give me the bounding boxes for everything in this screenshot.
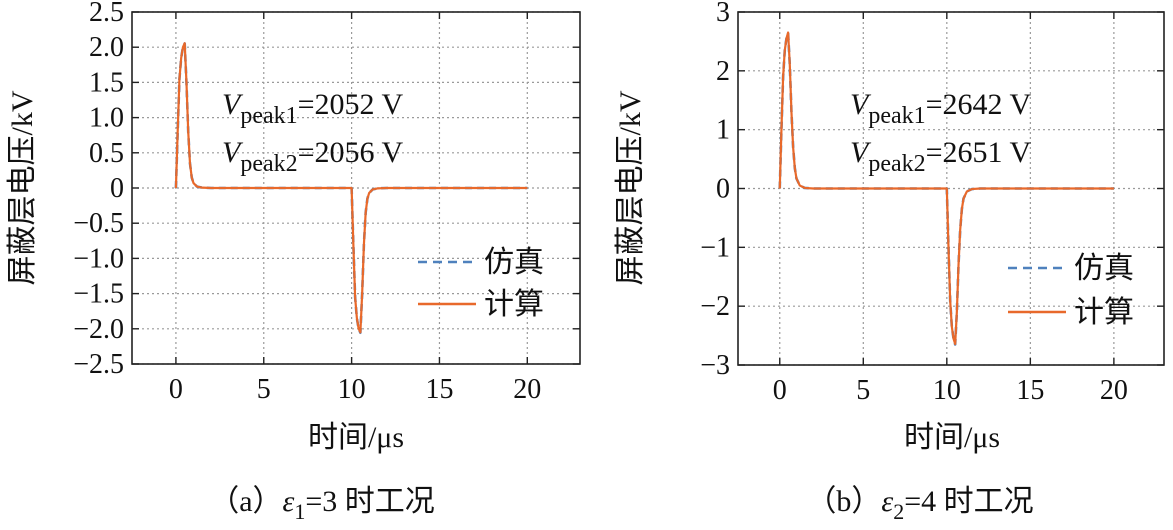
y-tick-label-a-10: −2.5 — [73, 349, 124, 380]
x-tick-label-a-3: 15 — [425, 374, 453, 405]
y-tick-label-a-4: 0.5 — [89, 138, 124, 169]
y-axis-label-a: 屏蔽层电压/kV — [6, 90, 39, 285]
legend-label-a-0: 仿真 — [484, 246, 544, 279]
annotation-b-0: Vpeak1=2642 V — [850, 88, 1032, 129]
series-line-b-calculation — [778, 31, 1114, 346]
series-line-a-calculation — [174, 42, 528, 334]
y-tick-label-b-1: 2 — [716, 56, 730, 87]
y-tick-label-a-2: 1.5 — [89, 67, 124, 98]
y-tick-label-a-5: 0 — [110, 173, 124, 204]
y-tick-label-b-3: 0 — [716, 174, 730, 205]
y-tick-label-b-4: −1 — [700, 232, 730, 263]
annotation-a-1: Vpeak2=2056 V — [222, 136, 404, 177]
annotation-b-1: Vpeak2=2651 V — [850, 136, 1032, 177]
plot-frame-b — [737, 11, 1165, 366]
caption-a: （a）ε1=3 时工况 — [209, 485, 435, 524]
x-tick-label-a-0: 0 — [169, 374, 183, 405]
x-tick-label-a-1: 5 — [257, 374, 271, 405]
chart-a: 0 5 10 15 20 2.5 2.0 1.5 1.0 0.5 0 −0.5 −1.0 −1.5 −2.0… — [6, 0, 581, 524]
y-tick-label-b-2: 1 — [716, 115, 730, 146]
y-tick-label-a-3: 1.0 — [89, 103, 124, 134]
annotation-a-0: Vpeak1=2052 V — [222, 88, 404, 129]
y-tick-label-b-6: −3 — [700, 350, 730, 381]
y-tick-label-a-9: −2.0 — [73, 314, 124, 345]
y-tick-label-a-7: −1.0 — [73, 243, 124, 274]
x-tick-label-b-1: 5 — [856, 375, 870, 406]
x-tick-label-b-2: 10 — [933, 375, 961, 406]
y-tick-label-b-5: −2 — [700, 291, 730, 322]
caption-b: （b）ε2=4 时工况 — [806, 485, 1033, 524]
y-tick-label-a-0: 2.5 — [89, 0, 124, 28]
y-tick-label-a-8: −1.5 — [73, 279, 124, 310]
x-tick-label-b-4: 20 — [1100, 375, 1128, 406]
x-axis-label-a: 时间/μs — [308, 421, 404, 454]
y-tick-label-a-6: −0.5 — [73, 208, 124, 239]
x-tick-label-b-3: 15 — [1016, 375, 1044, 406]
legend-label-b-1: 计算 — [1074, 296, 1134, 329]
x-tick-label-a-2: 10 — [338, 374, 366, 405]
x-axis-label-b: 时间/μs — [904, 421, 1000, 454]
legend-label-a-1: 计算 — [484, 288, 544, 321]
y-tick-label-a-1: 2.0 — [89, 32, 124, 63]
y-tick-label-b-0: 3 — [716, 0, 730, 28]
x-tick-label-b-0: 0 — [773, 375, 787, 406]
plot-frame-a — [131, 11, 581, 365]
y-axis-label-b: 屏蔽层电压/kV — [614, 90, 647, 285]
x-tick-label-a-4: 20 — [513, 374, 541, 405]
legend-label-b-0: 仿真 — [1074, 252, 1134, 285]
